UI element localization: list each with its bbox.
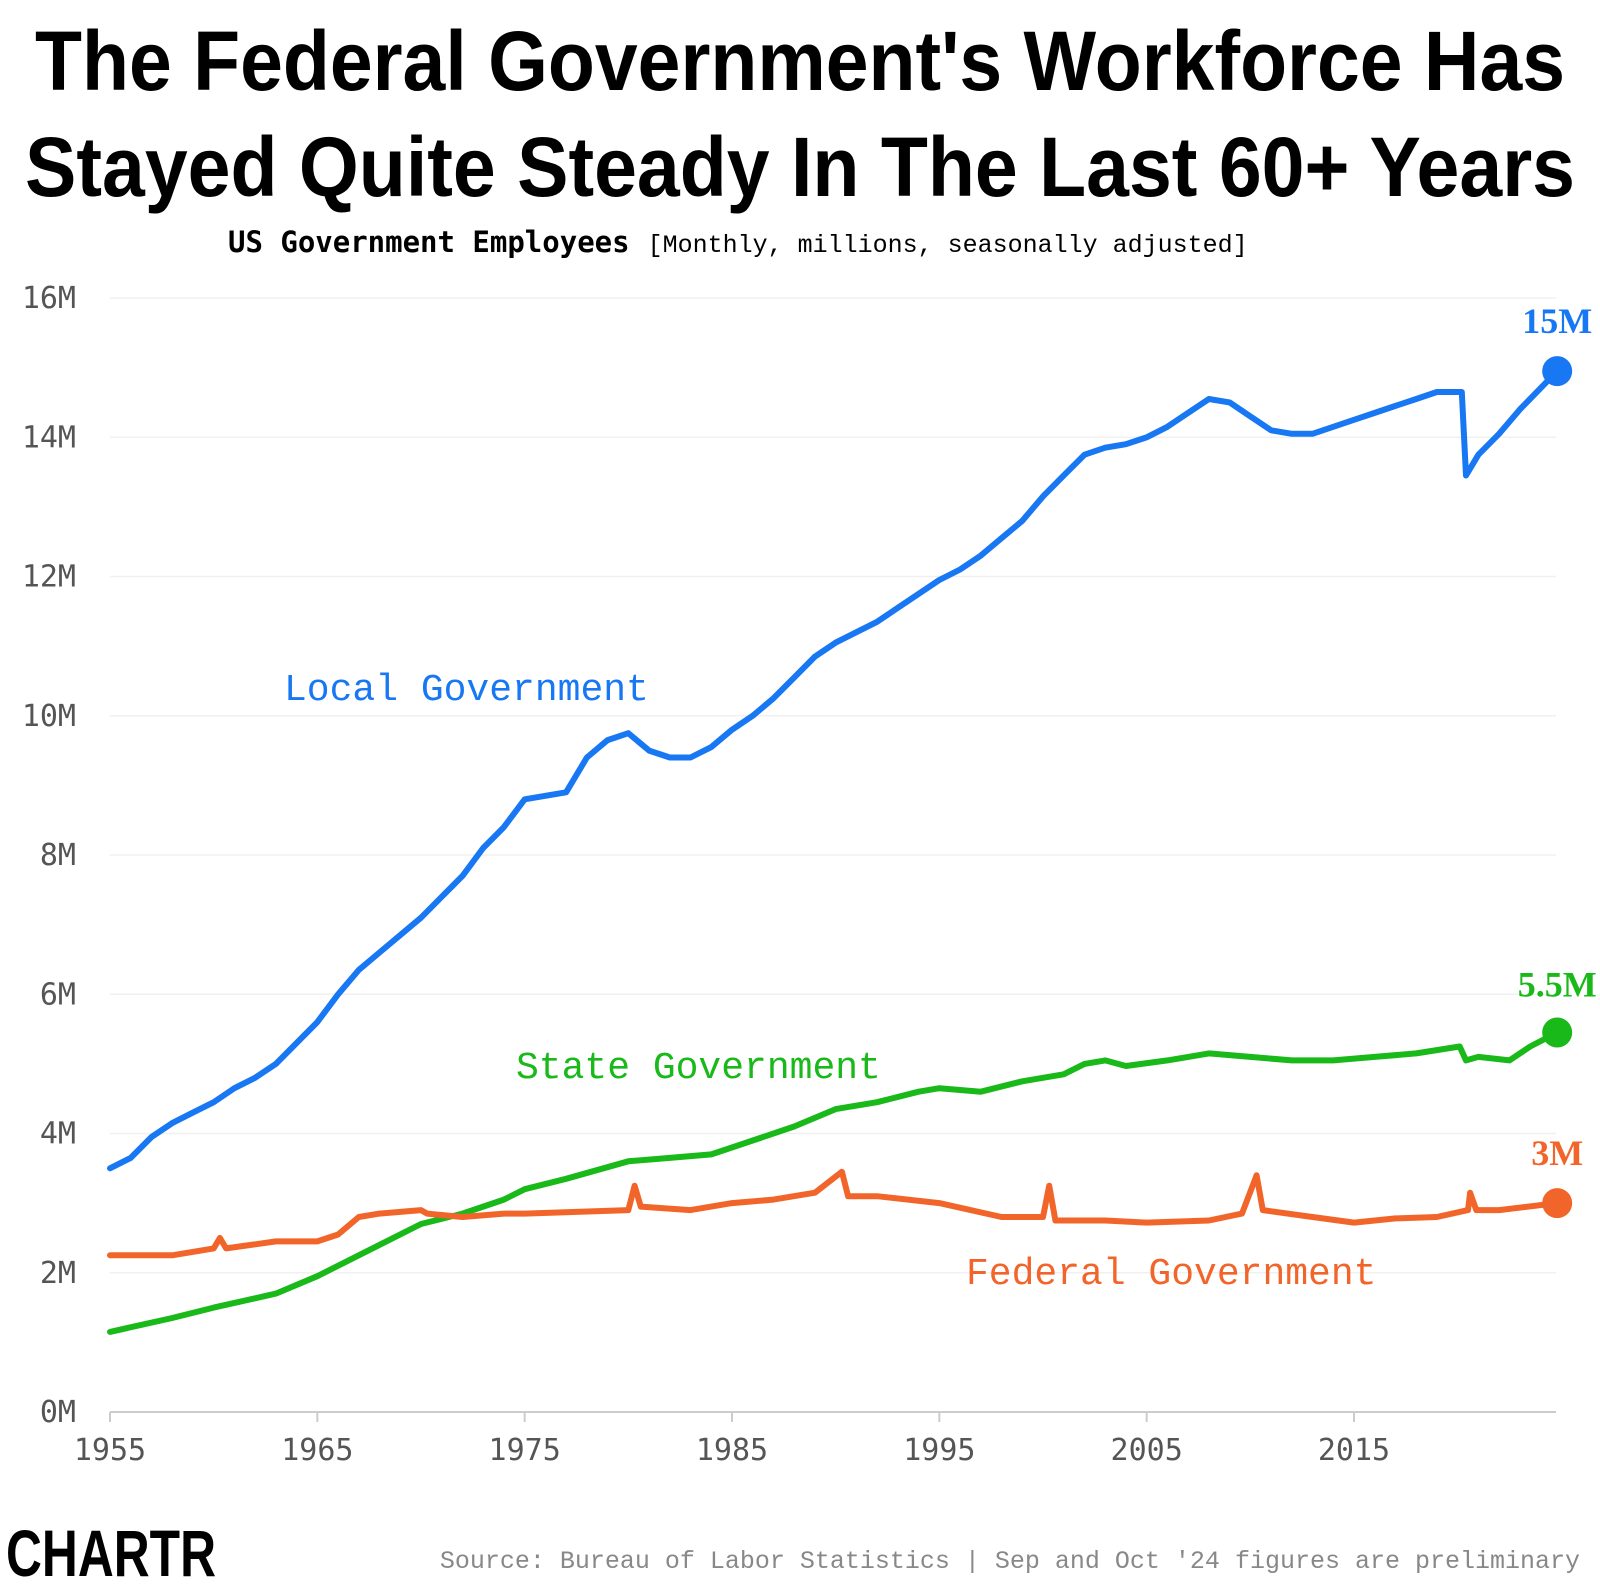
- y-tick-label: 10M: [22, 699, 76, 734]
- subtitle-note: [Monthly, millions, seasonally adjusted]: [648, 231, 1248, 260]
- y-tick-label: 8M: [40, 838, 76, 873]
- source-note: Source: Bureau of Labor Statistics | Sep…: [440, 1547, 1580, 1576]
- y-tick-label: 12M: [22, 560, 76, 595]
- y-tick-label: 14M: [22, 420, 76, 455]
- series-name-label: Federal Government: [966, 1253, 1376, 1296]
- x-tick-label: 1995: [903, 1433, 975, 1468]
- x-tick-label: 1965: [281, 1433, 353, 1468]
- end-value-label: 15M: [1522, 301, 1592, 341]
- title-line-2: Stayed Quite Steady In The Last 60+ Year…: [25, 120, 1575, 214]
- x-tick-label: 1985: [696, 1433, 768, 1468]
- chartr-logo: CHARTR: [6, 1516, 216, 1584]
- y-tick-label: 0M: [40, 1395, 76, 1430]
- y-tick-label: 4M: [40, 1117, 76, 1152]
- series-line-local-government: [107, 368, 1561, 1172]
- y-tick-label: 16M: [22, 281, 76, 316]
- x-tick-label: 1975: [489, 1433, 561, 1468]
- series-line-state-government: [107, 1029, 1561, 1335]
- title-line-1: The Federal Government's Workforce Has: [35, 14, 1565, 108]
- subtitle: US Government Employees [Monthly, millio…: [228, 225, 1248, 260]
- end-point-marker: [1542, 1188, 1573, 1219]
- end-point-marker: [1542, 1017, 1573, 1048]
- end-value-label: 3M: [1531, 1133, 1583, 1173]
- end-value-label: 5.5M: [1518, 965, 1597, 1005]
- series-name-label: Local Government: [284, 669, 649, 712]
- x-tick-label: 2015: [1318, 1433, 1390, 1468]
- y-tick-label: 6M: [40, 977, 76, 1012]
- x-tick-label: 2005: [1111, 1433, 1183, 1468]
- series-line-federal-government: [107, 1168, 1561, 1259]
- end-point-marker: [1542, 356, 1573, 387]
- x-tick-label: 1955: [74, 1433, 146, 1468]
- series-name-label: State Government: [516, 1047, 881, 1090]
- y-tick-label: 2M: [40, 1256, 76, 1291]
- subtitle-bold: US Government Employees: [228, 225, 630, 259]
